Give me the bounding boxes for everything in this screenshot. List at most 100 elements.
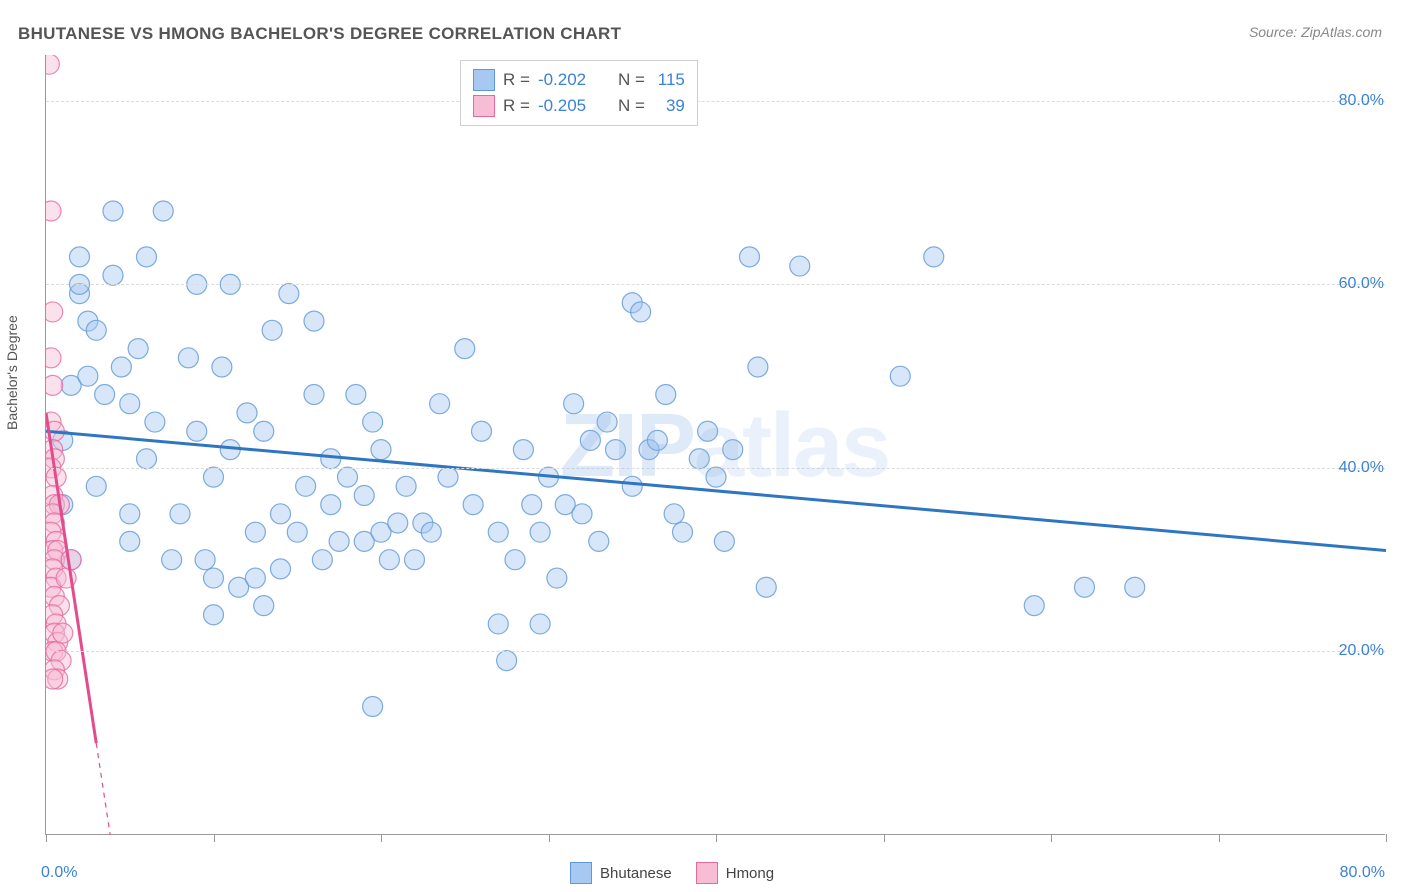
series-legend-label: Bhutanese bbox=[600, 865, 672, 882]
data-point bbox=[245, 522, 265, 542]
data-point bbox=[564, 394, 584, 414]
data-point bbox=[170, 504, 190, 524]
data-point bbox=[580, 430, 600, 450]
data-point bbox=[229, 577, 249, 597]
data-point bbox=[673, 522, 693, 542]
data-point bbox=[513, 440, 533, 460]
data-point bbox=[346, 385, 366, 405]
data-point bbox=[639, 440, 659, 460]
y-tick-label: 80.0% bbox=[1339, 92, 1384, 110]
data-point bbox=[304, 385, 324, 405]
data-point bbox=[46, 669, 63, 689]
x-tick bbox=[1051, 834, 1052, 842]
data-point bbox=[46, 541, 63, 561]
data-point bbox=[321, 495, 341, 515]
data-point bbox=[254, 421, 274, 441]
legend-swatch bbox=[570, 862, 592, 884]
series-legend-item: Hmong bbox=[696, 862, 774, 884]
legend-row: R = -0.202N = 115 bbox=[473, 67, 685, 93]
data-point bbox=[924, 247, 944, 267]
data-point bbox=[103, 265, 123, 285]
legend-row: R = -0.205N = 39 bbox=[473, 93, 685, 119]
data-point bbox=[589, 531, 609, 551]
plot-area bbox=[45, 55, 1385, 835]
x-tick bbox=[884, 834, 885, 842]
data-point bbox=[51, 651, 71, 671]
data-point bbox=[46, 605, 63, 625]
chart-svg bbox=[46, 55, 1386, 835]
chart-title: BHUTANESE VS HMONG BACHELOR'S DEGREE COR… bbox=[18, 24, 621, 44]
data-point bbox=[120, 531, 140, 551]
x-tick bbox=[716, 834, 717, 842]
data-point bbox=[396, 476, 416, 496]
data-point bbox=[237, 403, 257, 423]
data-point bbox=[740, 247, 760, 267]
data-point bbox=[46, 302, 63, 322]
data-point bbox=[597, 412, 617, 432]
data-point bbox=[622, 476, 642, 496]
x-tick bbox=[214, 834, 215, 842]
data-point bbox=[46, 559, 63, 579]
data-point bbox=[46, 55, 59, 74]
data-point bbox=[46, 577, 61, 597]
gridline-h bbox=[46, 284, 1385, 285]
data-point bbox=[354, 485, 374, 505]
legend-n-value: 39 bbox=[653, 96, 685, 116]
series-legend-item: Bhutanese bbox=[570, 862, 672, 884]
data-point bbox=[631, 302, 651, 322]
data-point bbox=[488, 614, 508, 634]
data-point bbox=[371, 522, 391, 542]
data-point bbox=[279, 284, 299, 304]
data-point bbox=[46, 440, 63, 460]
data-point bbox=[363, 697, 383, 717]
data-point bbox=[463, 495, 483, 515]
data-point bbox=[354, 531, 374, 551]
legend-r-value: -0.205 bbox=[538, 96, 598, 116]
data-point bbox=[78, 366, 98, 386]
data-point bbox=[204, 568, 224, 588]
data-point bbox=[56, 568, 76, 588]
data-point bbox=[714, 531, 734, 551]
data-point bbox=[137, 449, 157, 469]
data-point bbox=[555, 495, 575, 515]
legend-r-label: R = bbox=[503, 70, 530, 90]
y-tick-label: 60.0% bbox=[1339, 275, 1384, 293]
data-point bbox=[46, 412, 61, 432]
data-point bbox=[103, 201, 123, 221]
series-legend: Bhutanese Hmong bbox=[570, 862, 774, 884]
data-point bbox=[48, 632, 68, 652]
gridline-h bbox=[46, 651, 1385, 652]
data-point bbox=[46, 550, 64, 570]
data-point bbox=[1075, 577, 1095, 597]
data-point bbox=[664, 504, 684, 524]
data-point bbox=[312, 550, 332, 570]
data-point bbox=[178, 348, 198, 368]
data-point bbox=[723, 440, 743, 460]
data-point bbox=[530, 522, 550, 542]
data-point bbox=[472, 421, 492, 441]
data-point bbox=[304, 311, 324, 331]
regression-line bbox=[46, 431, 1386, 550]
x-tick bbox=[381, 834, 382, 842]
y-tick-label: 40.0% bbox=[1339, 459, 1384, 477]
data-point bbox=[547, 568, 567, 588]
data-point bbox=[46, 485, 63, 505]
data-point bbox=[1125, 577, 1145, 597]
data-point bbox=[162, 550, 182, 570]
data-point bbox=[78, 311, 98, 331]
data-point bbox=[271, 504, 291, 524]
data-point bbox=[698, 421, 718, 441]
legend-swatch bbox=[473, 95, 495, 117]
data-point bbox=[539, 467, 559, 487]
source-attribution: Source: ZipAtlas.com bbox=[1249, 24, 1382, 40]
regression-line bbox=[46, 413, 96, 743]
y-tick-label: 20.0% bbox=[1339, 642, 1384, 660]
data-point bbox=[46, 513, 64, 533]
data-point bbox=[388, 513, 408, 533]
data-point bbox=[46, 449, 64, 469]
data-point bbox=[254, 596, 274, 616]
legend-n-label: N = bbox=[618, 96, 645, 116]
data-point bbox=[95, 385, 115, 405]
data-point bbox=[220, 440, 240, 460]
legend-n-label: N = bbox=[618, 70, 645, 90]
